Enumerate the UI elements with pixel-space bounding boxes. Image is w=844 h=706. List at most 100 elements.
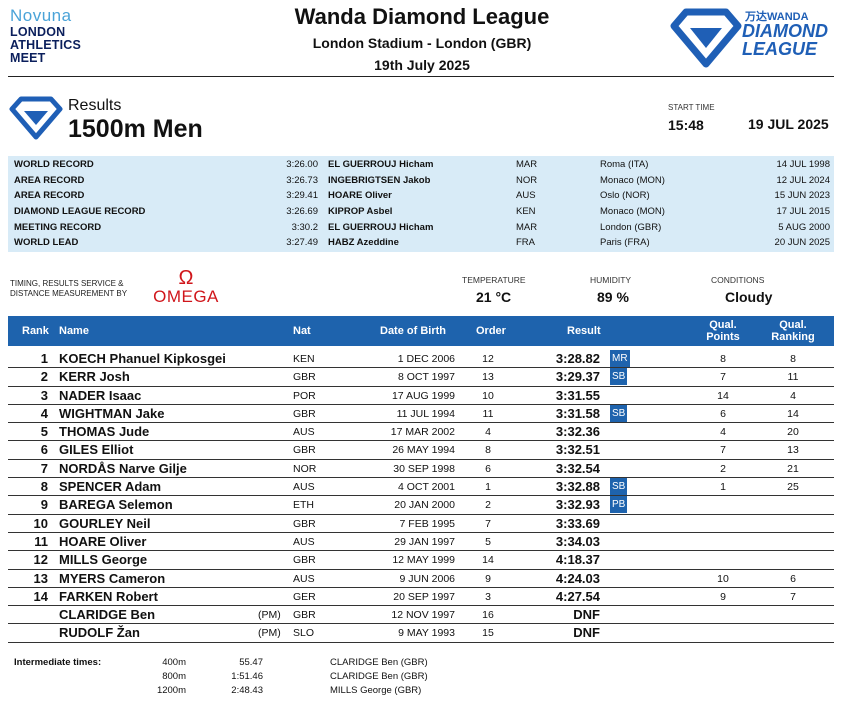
row-qual-points: 9 bbox=[720, 590, 726, 603]
row-order: 16 bbox=[482, 609, 494, 622]
row-order: 14 bbox=[482, 554, 494, 567]
record-row: WORLD RECORD 3:26.00 EL GUERROUJ Hicham … bbox=[8, 157, 834, 173]
event-name: 1500m Men bbox=[68, 115, 203, 143]
row-qual-points: 7 bbox=[720, 371, 726, 384]
row-dob: 26 MAY 1994 bbox=[392, 444, 455, 457]
intermediate-distance: 1200m bbox=[156, 685, 186, 696]
row-name: KOECH Phanuel Kipkosgei bbox=[59, 351, 226, 366]
row-order: 13 bbox=[482, 371, 494, 384]
row-order: 7 bbox=[485, 517, 491, 530]
timing-credit-line-2: DISTANCE MEASUREMENT BY bbox=[10, 289, 128, 298]
table-row: 14 FARKEN Robert GER 20 SEP 1997 3 4:27.… bbox=[8, 588, 834, 607]
row-dob: 12 NOV 1997 bbox=[391, 609, 455, 622]
humidity-label: HUMIDITY bbox=[590, 275, 632, 285]
row-pacemaker-tag: (PM) bbox=[258, 627, 281, 640]
record-type: AREA RECORD bbox=[14, 174, 85, 186]
row-order: 8 bbox=[485, 444, 491, 457]
row-dob: 8 OCT 1997 bbox=[397, 371, 455, 384]
record-venue: Oslo (NOR) bbox=[600, 190, 650, 202]
humidity-value: 89 % bbox=[597, 289, 629, 305]
row-nat: AUS bbox=[293, 535, 315, 548]
table-row: 13 MYERS Cameron AUS 9 JUN 2006 9 4:24.0… bbox=[8, 570, 834, 588]
row-name: KERR Josh bbox=[59, 369, 130, 385]
row-qual-ranking: 8 bbox=[790, 353, 796, 365]
row-qual-points: 14 bbox=[717, 389, 729, 402]
record-time: 3:26.73 bbox=[286, 174, 318, 186]
row-qual-points: 6 bbox=[720, 407, 726, 420]
header-qual-points-line-1: Qual. bbox=[709, 319, 737, 331]
result-badge: PB bbox=[610, 496, 628, 514]
row-nat: GBR bbox=[293, 517, 316, 530]
row-qual-points: 7 bbox=[720, 444, 726, 457]
row-nat: GBR bbox=[293, 609, 316, 622]
row-nat: SLO bbox=[293, 627, 315, 640]
row-order: 3 bbox=[485, 590, 491, 603]
header-dob: Date of Birth bbox=[380, 325, 446, 337]
row-order: 6 bbox=[485, 462, 491, 475]
row-dob: 29 JAN 1997 bbox=[394, 535, 455, 548]
row-qual-ranking: 21 bbox=[787, 462, 799, 475]
sponsor-line-3: MEET bbox=[10, 51, 46, 65]
start-time: 15:48 bbox=[668, 117, 704, 133]
header-divider bbox=[8, 76, 834, 77]
start-date: 19 JUL 2025 bbox=[748, 116, 829, 132]
result-badge: SB bbox=[610, 368, 628, 386]
row-nat: AUS bbox=[293, 481, 315, 494]
row-result: 4:24.03 bbox=[555, 570, 600, 586]
intermediate-athlete: CLARIDGE Ben (GBR) bbox=[330, 671, 428, 682]
row-order: 9 bbox=[485, 572, 491, 585]
meeting-date: 19th July 2025 bbox=[374, 57, 470, 73]
header-name: Name bbox=[59, 325, 89, 337]
row-qual-ranking: 25 bbox=[787, 481, 799, 494]
row-name: NADER Isaac bbox=[59, 387, 142, 403]
header-qual-ranking-line-2: Ranking bbox=[771, 331, 815, 343]
row-rank: 3 bbox=[40, 387, 48, 403]
row-qual-points: 4 bbox=[720, 426, 726, 439]
table-row: 12 MILLS George GBR 12 MAY 1999 14 4:18.… bbox=[8, 551, 834, 570]
record-venue: Roma (ITA) bbox=[600, 159, 649, 170]
row-order: 11 bbox=[482, 407, 494, 420]
row-name: BAREGA Selemon bbox=[59, 497, 173, 513]
record-time: 3:26.69 bbox=[286, 206, 318, 218]
row-order: 12 bbox=[482, 353, 494, 365]
row-nat: GBR bbox=[293, 407, 316, 420]
row-name: GILES Elliot bbox=[59, 442, 134, 458]
row-rank: 9 bbox=[40, 497, 48, 513]
header-result: Result bbox=[567, 325, 601, 337]
row-result: DNF bbox=[573, 607, 600, 623]
record-time: 3:27.49 bbox=[286, 237, 318, 249]
record-athlete: EL GUERROUJ Hicham bbox=[328, 159, 434, 170]
header-rank: Rank bbox=[22, 325, 49, 337]
row-dob: 9 MAY 1993 bbox=[398, 627, 455, 640]
dl-wordmark-line-1: DIAMOND bbox=[742, 21, 828, 41]
row-dob: 30 SEP 1998 bbox=[393, 462, 455, 475]
row-nat: GBR bbox=[293, 371, 316, 384]
record-type: MEETING RECORD bbox=[14, 221, 102, 233]
record-athlete: HABZ Azeddine bbox=[328, 237, 399, 249]
row-name: HOARE Oliver bbox=[59, 533, 147, 549]
record-athlete: INGEBRIGTSEN Jakob bbox=[328, 174, 431, 186]
omega-logo: Ω OMEGA bbox=[146, 268, 226, 306]
table-row: 6 GILES Elliot GBR 26 MAY 1994 8 3:32.51… bbox=[8, 441, 834, 460]
intermediate-distance: 400m bbox=[162, 657, 186, 668]
sponsor-brand: Novuna bbox=[10, 6, 72, 25]
row-name: CLARIDGE Ben bbox=[59, 607, 156, 623]
row-name: MYERS Cameron bbox=[59, 570, 166, 586]
record-nat: AUS bbox=[516, 190, 536, 202]
table-row: 4 WIGHTMAN Jake GBR 11 JUL 1994 11 3:31.… bbox=[8, 404, 834, 424]
record-time: 3:29.41 bbox=[286, 190, 318, 202]
conditions-label: CONDITIONS bbox=[711, 275, 765, 285]
row-nat: POR bbox=[293, 389, 316, 402]
row-result: 3:32.88 bbox=[555, 479, 600, 495]
record-row: MEETING RECORD 3:30.2 EL GUERROUJ Hicham… bbox=[8, 220, 834, 236]
row-result: 4:18.37 bbox=[555, 552, 600, 568]
row-result: 3:34.03 bbox=[555, 533, 600, 549]
record-row: DIAMOND LEAGUE RECORD 3:26.69 KIPROP Asb… bbox=[8, 204, 834, 220]
row-nat: AUS bbox=[293, 426, 315, 439]
row-dob: 17 AUG 1999 bbox=[391, 389, 455, 402]
row-rank: 13 bbox=[33, 570, 48, 586]
row-dob: 17 MAR 2002 bbox=[390, 426, 455, 439]
record-athlete: KIPROP Asbel bbox=[328, 206, 393, 218]
row-qual-ranking: 6 bbox=[790, 572, 796, 585]
row-dob: 9 JUN 2006 bbox=[399, 572, 455, 585]
